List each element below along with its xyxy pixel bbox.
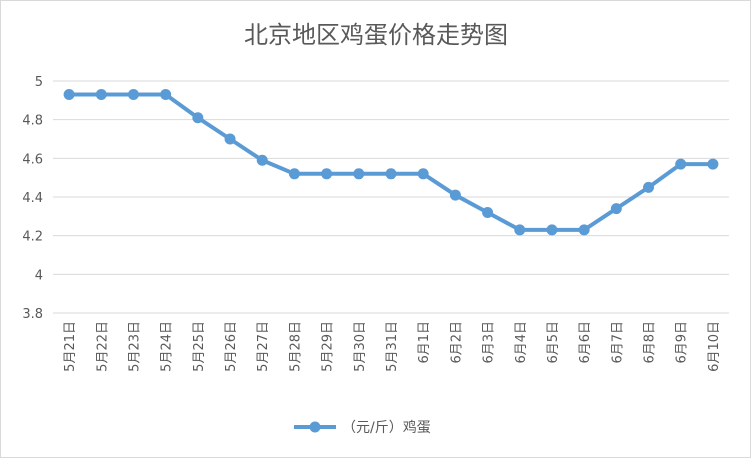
x-tick-label: 5月31日 bbox=[385, 321, 400, 372]
y-tick-label: 4.2 bbox=[22, 230, 43, 245]
data-point bbox=[449, 189, 461, 201]
data-point bbox=[546, 224, 558, 236]
data-point bbox=[514, 224, 526, 236]
y-tick-label: 4.8 bbox=[22, 114, 43, 129]
data-point bbox=[224, 133, 236, 145]
x-tick-label: 6月7日 bbox=[610, 321, 625, 364]
x-tick-label: 6月1日 bbox=[417, 321, 432, 364]
x-tick-label: 6月9日 bbox=[675, 321, 690, 364]
data-point bbox=[288, 168, 300, 180]
data-point bbox=[385, 168, 397, 180]
data-point bbox=[95, 89, 107, 101]
x-tick-label: 5月30日 bbox=[353, 321, 368, 372]
data-point bbox=[707, 158, 719, 170]
data-point bbox=[578, 224, 590, 236]
data-point bbox=[675, 158, 687, 170]
data-point bbox=[63, 89, 75, 101]
legend-label: （元/斤）鸡蛋 bbox=[342, 419, 431, 436]
y-tick-label: 4.4 bbox=[22, 191, 43, 206]
x-tick-label: 5月26日 bbox=[224, 321, 239, 372]
data-point bbox=[160, 89, 172, 101]
x-tick-label: 5月24日 bbox=[160, 321, 175, 372]
x-axis-ticks: 5月21日 5月22日 5月23日 5月24日 5月25日 5月26日 5月27日 5月28日… bbox=[63, 321, 722, 372]
data-point bbox=[482, 206, 494, 218]
y-tick-label: 4.6 bbox=[22, 152, 43, 167]
data-point bbox=[321, 168, 333, 180]
x-tick-label: 5月27日 bbox=[256, 321, 271, 372]
data-point bbox=[610, 203, 622, 215]
gridlines bbox=[53, 80, 729, 314]
x-tick-label: 6月4日 bbox=[514, 321, 529, 364]
data-point bbox=[643, 181, 655, 193]
x-tick-label: 5月28日 bbox=[288, 321, 303, 372]
data-point bbox=[127, 89, 139, 101]
x-tick-label: 6月10日 bbox=[707, 321, 722, 372]
y-tick-label: 5 bbox=[35, 75, 43, 90]
data-point bbox=[192, 112, 204, 124]
y-axis-ticks: 3.8 4 4.2 4.4 4.6 4.8 5 bbox=[22, 75, 43, 322]
x-tick-label: 6月5日 bbox=[546, 321, 561, 364]
data-point bbox=[417, 168, 429, 180]
x-tick-label: 5月29日 bbox=[321, 321, 336, 372]
x-tick-label: 5月25日 bbox=[192, 321, 207, 372]
x-tick-label: 5月23日 bbox=[127, 321, 142, 372]
x-tick-label: 6月2日 bbox=[449, 321, 464, 364]
x-tick-label: 6月6日 bbox=[578, 321, 593, 364]
y-tick-label: 3.8 bbox=[22, 307, 43, 322]
y-tick-label: 4 bbox=[35, 268, 43, 283]
x-tick-label: 5月22日 bbox=[95, 321, 110, 372]
x-tick-label: 5月21日 bbox=[63, 321, 78, 372]
data-point bbox=[353, 168, 365, 180]
chart-title: 北京地区鸡蛋价格走势图 bbox=[244, 21, 508, 49]
series-layer bbox=[63, 89, 719, 236]
x-tick-label: 6月3日 bbox=[482, 321, 497, 364]
data-point bbox=[256, 154, 268, 166]
legend-marker bbox=[309, 421, 321, 433]
x-tick-label: 6月8日 bbox=[643, 321, 658, 364]
legend: （元/斤）鸡蛋 bbox=[294, 419, 431, 436]
